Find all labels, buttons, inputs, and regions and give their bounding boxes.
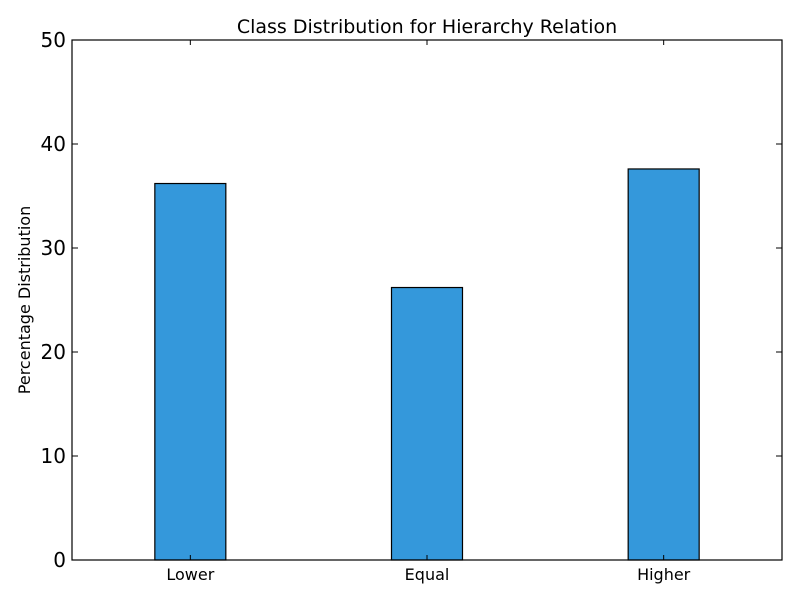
- chart-title: Class Distribution for Hierarchy Relatio…: [237, 16, 617, 38]
- bar-lower: [154, 182, 227, 561]
- x-tick-label-higher: Higher: [637, 565, 691, 584]
- ticks-group: Lower Equal Higher 0 10 20 30 40 50: [41, 28, 782, 584]
- bar-higher: [627, 168, 700, 561]
- y-tick-label: 30: [41, 236, 66, 260]
- y-tick-label: 20: [41, 340, 66, 364]
- bars-group: [154, 168, 700, 561]
- y-tick-label: 10: [41, 444, 66, 468]
- x-tick-label-lower: Lower: [166, 565, 214, 584]
- y-axis-label: Percentage Distribution: [15, 206, 34, 394]
- bar-equal: [390, 286, 464, 561]
- plot-frame: [71, 39, 783, 561]
- y-tick-label: 0: [53, 548, 66, 572]
- y-tick-label: 50: [41, 28, 66, 52]
- y-tick-label: 40: [41, 132, 66, 156]
- x-tick-label-equal: Equal: [405, 565, 450, 584]
